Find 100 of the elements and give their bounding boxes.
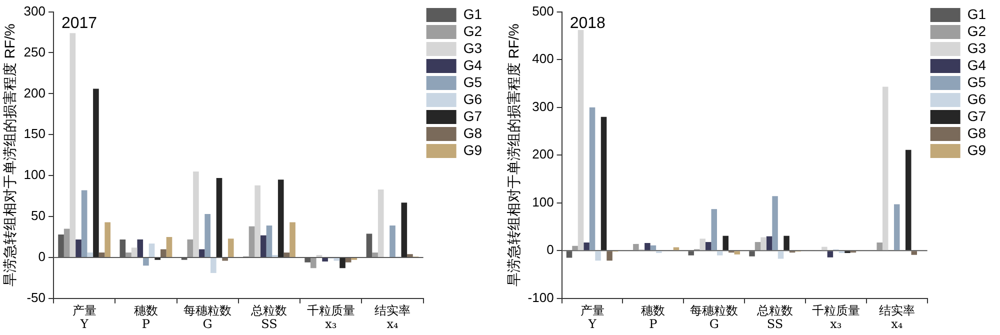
- legend-label: G4: [463, 56, 482, 73]
- bar: [248, 226, 255, 257]
- bar: [716, 251, 723, 256]
- bar: [340, 258, 346, 268]
- x-tick-label: 产量 Y: [72, 303, 96, 332]
- bar: [700, 238, 706, 250]
- bar: [228, 238, 234, 257]
- y-tick-label: 0: [546, 242, 554, 258]
- bar: [784, 236, 790, 250]
- legend-label: G8: [463, 124, 482, 141]
- bar: [882, 86, 888, 250]
- bar: [87, 252, 94, 257]
- bar: [345, 258, 352, 262]
- bar: [93, 88, 99, 257]
- bar: [734, 251, 740, 254]
- legend-label: G1: [967, 6, 986, 22]
- bar: [143, 258, 149, 266]
- bar: [589, 107, 596, 250]
- legend-label: G7: [967, 108, 986, 124]
- chart-title: 2017: [61, 15, 98, 32]
- x-tick-label: 穗数 P: [641, 303, 666, 332]
- y-tick-label: 250: [24, 44, 46, 60]
- y-axis-title: 旱涝急转组相对于单涝组的损害程度 RF/%: [1, 24, 18, 287]
- bar: [193, 171, 199, 257]
- legend-label: G3: [967, 40, 986, 56]
- y-axis-title: 旱涝急转组相对于单涝组的损害程度 RF/%: [505, 24, 522, 287]
- y-tick-label: 400: [532, 51, 554, 66]
- bar: [378, 189, 384, 257]
- y-tick-label: -50: [26, 290, 46, 305]
- legend-label: G4: [967, 56, 986, 73]
- legend-label: G5: [463, 74, 482, 90]
- bar: [650, 245, 656, 250]
- x-tick-label: 总粒数 SS: [756, 303, 794, 332]
- bar: [401, 202, 408, 257]
- bar: [131, 248, 138, 257]
- bar: [644, 242, 650, 250]
- bar: [216, 178, 222, 257]
- y-tick-label: -100: [528, 290, 554, 305]
- bar: [772, 196, 778, 250]
- bar: [126, 252, 132, 257]
- x-tick-label: 穗数 P: [134, 303, 158, 332]
- legend-label: G8: [967, 124, 986, 141]
- bar: [322, 258, 328, 262]
- x-tick-label: 总粒数 SS: [250, 303, 288, 332]
- bar: [160, 249, 166, 257]
- bar: [600, 116, 607, 250]
- y-tick-label: 300: [24, 3, 46, 18]
- bar: [390, 226, 396, 257]
- bar: [254, 185, 260, 257]
- bar: [778, 251, 784, 259]
- bar: [260, 235, 266, 257]
- y-tick-label: 100: [24, 167, 46, 182]
- bar: [137, 239, 144, 257]
- x-tick-label: 结实率 x₄: [374, 303, 411, 332]
- bar: [204, 214, 210, 257]
- y-tick-label: 100: [532, 194, 554, 210]
- legend-label: G3: [463, 40, 482, 56]
- bar: [572, 246, 578, 250]
- y-tick-label: 300: [532, 98, 554, 114]
- legend-label: G2: [463, 22, 482, 39]
- x-tick-label: 每穗粒数 G: [184, 303, 232, 332]
- x-tick-label: 千粒质量 x₃: [812, 303, 860, 332]
- bar: [104, 222, 111, 257]
- bar: [894, 204, 900, 250]
- bar: [766, 236, 772, 250]
- legend-label: G7: [463, 108, 482, 124]
- x-tick-label: 千粒质量 x₃: [306, 303, 355, 332]
- legend-label: G9: [967, 142, 986, 158]
- x-tick-label: 每穗粒数 G: [690, 303, 738, 332]
- bar: [98, 252, 105, 257]
- y-tick-label: 0: [38, 249, 46, 264]
- bar: [578, 30, 584, 250]
- chart-title: 2018: [570, 15, 606, 32]
- bar: [310, 258, 316, 268]
- bar: [911, 251, 917, 255]
- bar: [595, 251, 601, 261]
- bar: [633, 244, 639, 250]
- legend-label: G9: [463, 142, 482, 158]
- bar: [754, 242, 761, 250]
- bar: [187, 239, 194, 257]
- bar: [584, 242, 590, 250]
- bar: [198, 249, 205, 257]
- x-tick-label: 产量 Y: [580, 303, 604, 332]
- bar: [705, 242, 712, 250]
- legend-label: G2: [967, 22, 986, 39]
- bar: [827, 251, 834, 258]
- legend-label: G6: [967, 90, 986, 107]
- bar: [70, 33, 76, 257]
- bar: [722, 236, 728, 250]
- legend-label: G1: [463, 6, 482, 22]
- bar: [711, 209, 717, 250]
- legend-label: G5: [967, 74, 986, 90]
- y-tick-label: 200: [24, 85, 46, 100]
- bar: [760, 237, 766, 250]
- y-tick-label: 500: [532, 3, 554, 18]
- bar: [372, 252, 378, 257]
- bar: [266, 226, 272, 257]
- y-tick-label: 150: [24, 126, 46, 142]
- bar: [606, 251, 612, 261]
- bar: [407, 254, 413, 257]
